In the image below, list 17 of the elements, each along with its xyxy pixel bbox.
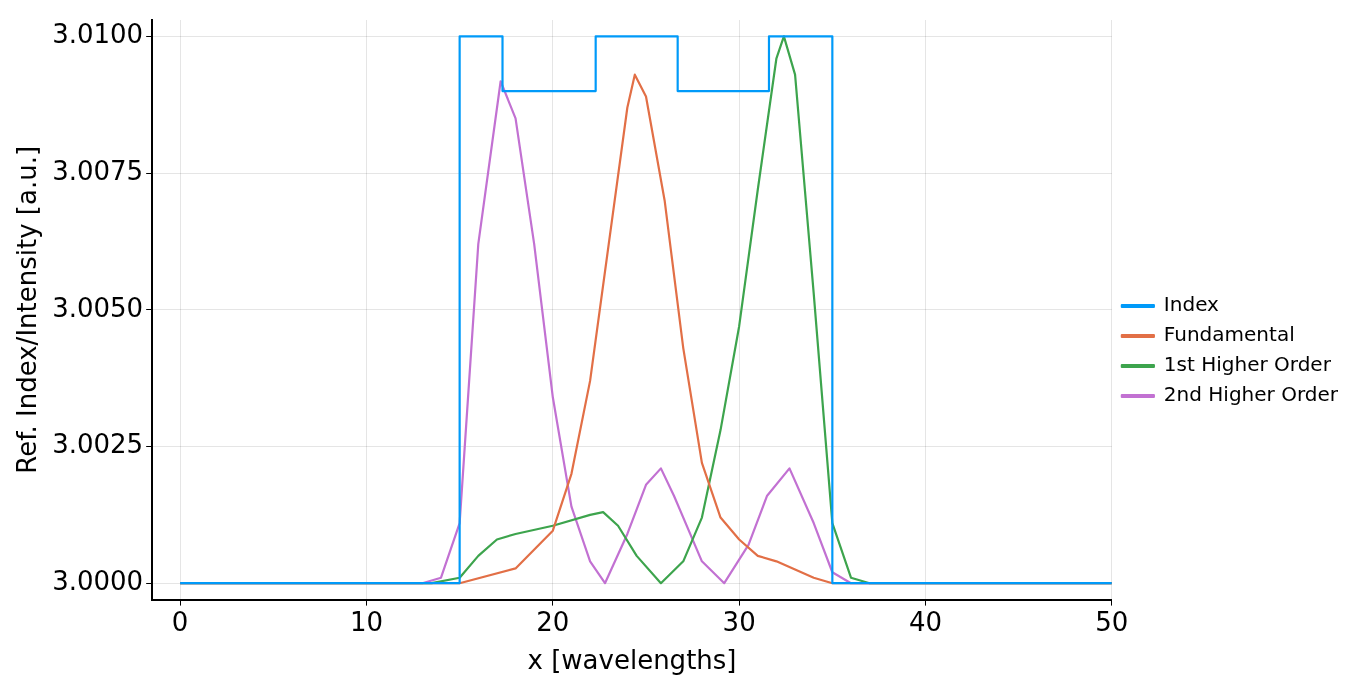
x-tick-label: 0 <box>171 606 189 637</box>
legend-label: 1st Higher Order <box>1163 352 1332 377</box>
y-tick-label: 3.0050 <box>52 292 144 323</box>
x-axis-title: x [wavelengths] <box>527 645 737 676</box>
x-tick-label: 20 <box>536 606 570 637</box>
legend-label: Index <box>1163 292 1220 317</box>
x-tick-label: 30 <box>722 606 756 637</box>
y-tick-label: 3.0100 <box>52 19 144 50</box>
legend-label: Fundamental <box>1163 322 1295 347</box>
legend-label: 2nd Higher Order <box>1163 382 1339 407</box>
y-tick-label: 3.0075 <box>52 155 144 186</box>
x-tick-label: 10 <box>349 606 384 637</box>
y-axis-title: Ref. Index/Intensity [a.u.] <box>12 145 43 474</box>
x-tick-label: 40 <box>908 606 943 637</box>
y-tick-label: 3.0000 <box>52 565 144 596</box>
y-tick-label: 3.0025 <box>52 429 144 460</box>
x-tick-label: 50 <box>1095 606 1129 637</box>
